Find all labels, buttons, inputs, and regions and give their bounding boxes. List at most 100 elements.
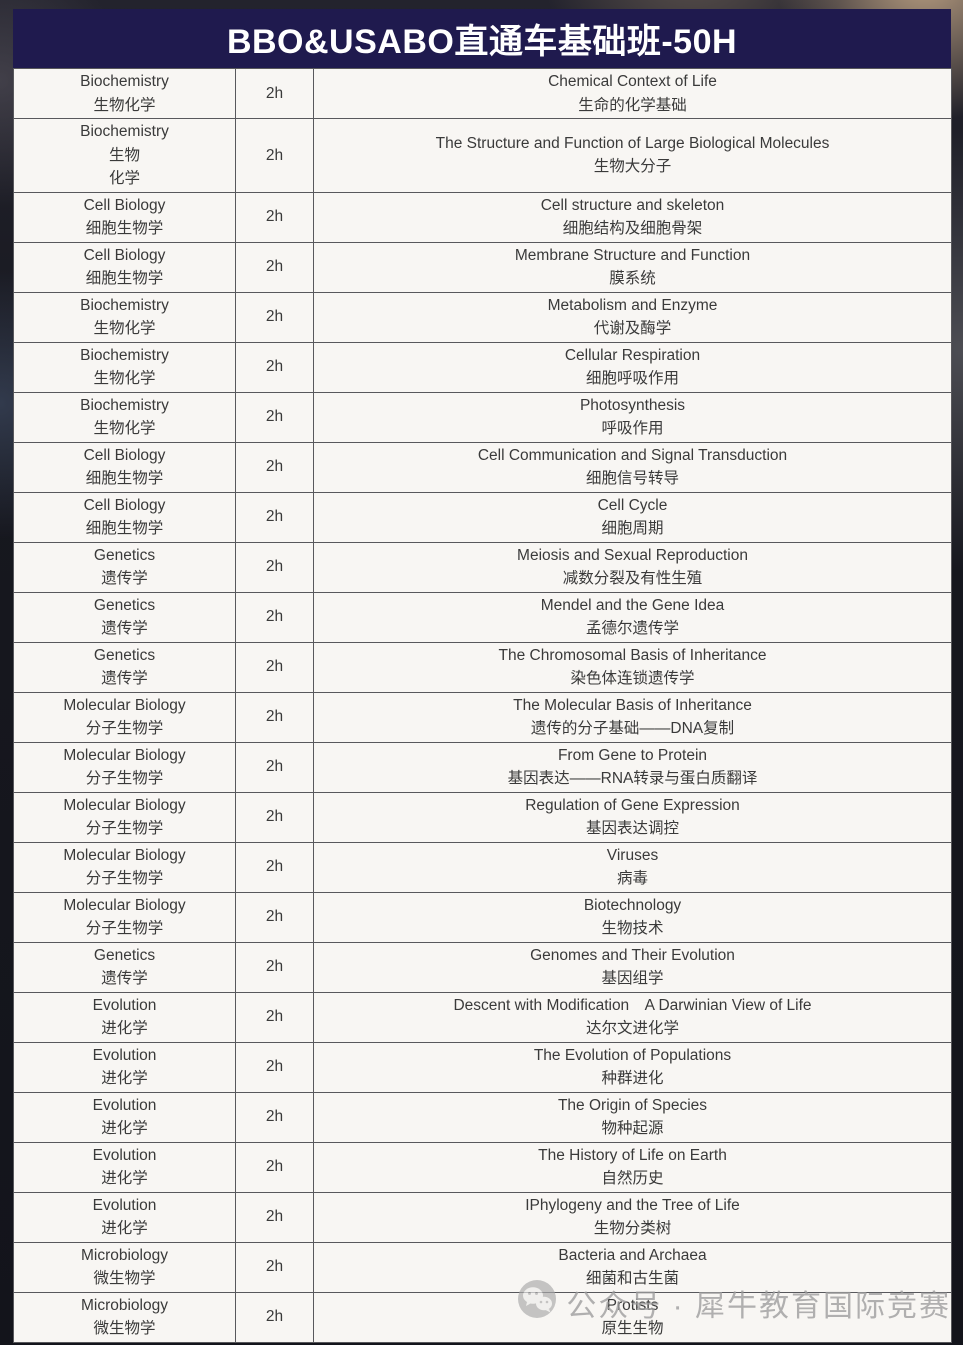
subject-cell: Evolution 进化学 <box>13 1141 236 1193</box>
hours-cell: 2h <box>235 191 314 243</box>
subject-cell: Biochemistry 生物化学 <box>13 291 236 343</box>
subject-cell: Cell Biology 细胞生物学 <box>13 491 236 543</box>
table-row: Cell Biology 细胞生物学 2h Cell Cycle 细胞周期 <box>13 491 952 543</box>
subject-cell: Evolution 进化学 <box>13 991 236 1043</box>
table-row: Genetics 遗传学 2h Meiosis and Sexual Repro… <box>13 541 952 593</box>
subject-cell: Microbiology 微生物学 <box>13 1291 236 1343</box>
topic-cell: The Chromosomal Basis of Inheritance 染色体… <box>313 641 952 693</box>
subject-cell: Genetics 遗传学 <box>13 591 236 643</box>
topic-cell: Bacteria and Archaea 细菌和古生菌 <box>313 1241 952 1293</box>
topic-cell: Cell Cycle 细胞周期 <box>313 491 952 543</box>
topic-cell: Descent with Modification A Darwinian Vi… <box>313 991 952 1043</box>
table-row: Genetics 遗传学 2h Genomes and Their Evolut… <box>13 941 952 993</box>
subject-cell: Molecular Biology 分子生物学 <box>13 841 236 893</box>
table-row: Biochemistry 生物化学 2h Metabolism and Enzy… <box>13 291 952 343</box>
subject-cell: Biochemistry 生物化学 <box>13 68 236 119</box>
topic-cell: The History of Life on Earth 自然历史 <box>313 1141 952 1193</box>
topic-cell: Mendel and the Gene Idea 孟德尔遗传学 <box>313 591 952 643</box>
hours-cell: 2h <box>235 541 314 593</box>
topic-cell: Viruses 病毒 <box>313 841 952 893</box>
subject-cell: Cell Biology 细胞生物学 <box>13 241 236 293</box>
page-title: BBO&USABO直通车基础班-50H <box>13 9 951 68</box>
hours-cell: 2h <box>235 291 314 343</box>
table-row: Cell Biology 细胞生物学 2h Cell structure and… <box>13 191 952 243</box>
hours-cell: 2h <box>235 691 314 743</box>
hours-cell: 2h <box>235 741 314 793</box>
table-row: Genetics 遗传学 2h The Chromosomal Basis of… <box>13 641 952 693</box>
table-row: Molecular Biology 分子生物学 2h Viruses 病毒 <box>13 841 952 893</box>
topic-cell: Chemical Context of Life 生命的化学基础 <box>313 68 952 119</box>
table-row: Cell Biology 细胞生物学 2h Cell Communication… <box>13 441 952 493</box>
subject-cell: Molecular Biology 分子生物学 <box>13 741 236 793</box>
table-row: Evolution 进化学 2h The Evolution of Popula… <box>13 1041 952 1093</box>
table-row: Genetics 遗传学 2h Mendel and the Gene Idea… <box>13 591 952 643</box>
topic-cell: Cellular Respiration 细胞呼吸作用 <box>313 341 952 393</box>
hours-cell: 2h <box>235 118 314 193</box>
hours-cell: 2h <box>235 241 314 293</box>
topic-cell: Genomes and Their Evolution 基因组学 <box>313 941 952 993</box>
hours-cell: 2h <box>235 941 314 993</box>
hours-cell: 2h <box>235 641 314 693</box>
subject-cell: Genetics 遗传学 <box>13 641 236 693</box>
hours-cell: 2h <box>235 1041 314 1093</box>
table-row: Cell Biology 细胞生物学 2h Membrane Structure… <box>13 241 952 293</box>
topic-cell: Cell structure and skeleton 细胞结构及细胞骨架 <box>313 191 952 243</box>
table-row: Microbiology 微生物学 2h Protists 原生生物 <box>13 1291 952 1343</box>
subject-cell: Evolution 进化学 <box>13 1191 236 1243</box>
subject-cell: Molecular Biology 分子生物学 <box>13 691 236 743</box>
topic-cell: Membrane Structure and Function 膜系统 <box>313 241 952 293</box>
subject-cell: Genetics 遗传学 <box>13 941 236 993</box>
topic-cell: Cell Communication and Signal Transducti… <box>313 441 952 493</box>
hours-cell: 2h <box>235 341 314 393</box>
topic-cell: From Gene to Protein 基因表达——RNA转录与蛋白质翻译 <box>313 741 952 793</box>
topic-cell: Biotechnology 生物技术 <box>313 891 952 943</box>
course-table-body: Biochemistry 生物化学 2h Chemical Context of… <box>13 68 952 1343</box>
subject-cell: Genetics 遗传学 <box>13 541 236 593</box>
topic-cell: The Molecular Basis of Inheritance 遗传的分子… <box>313 691 952 743</box>
topic-cell: Photosynthesis 呼吸作用 <box>313 391 952 443</box>
subject-cell: Cell Biology 细胞生物学 <box>13 191 236 243</box>
hours-cell: 2h <box>235 441 314 493</box>
table-row: Evolution 进化学 2h IPhylogeny and the Tree… <box>13 1191 952 1243</box>
hours-cell: 2h <box>235 1291 314 1343</box>
table-row: Biochemistry 生物化学 2h Cellular Respiratio… <box>13 341 952 393</box>
topic-cell: Regulation of Gene Expression 基因表达调控 <box>313 791 952 843</box>
table-row: Biochemistry 生物 化学 2h The Structure and … <box>13 118 952 193</box>
topic-cell: Meiosis and Sexual Reproduction 减数分裂及有性生… <box>313 541 952 593</box>
subject-cell: Molecular Biology 分子生物学 <box>13 791 236 843</box>
hours-cell: 2h <box>235 1241 314 1293</box>
hours-cell: 2h <box>235 1091 314 1143</box>
hours-cell: 2h <box>235 1191 314 1243</box>
topic-cell: IPhylogeny and the Tree of Life 生物分类树 <box>313 1191 952 1243</box>
subject-cell: Evolution 进化学 <box>13 1091 236 1143</box>
topic-cell: Protists 原生生物 <box>313 1291 952 1343</box>
course-schedule-card: BBO&USABO直通车基础班-50H Biochemistry 生物化学 2h… <box>13 9 952 1343</box>
table-row: Microbiology 微生物学 2h Bacteria and Archae… <box>13 1241 952 1293</box>
hours-cell: 2h <box>235 1141 314 1193</box>
hours-cell: 2h <box>235 791 314 843</box>
table-row: Molecular Biology 分子生物学 2h Regulation of… <box>13 791 952 843</box>
hours-cell: 2h <box>235 591 314 643</box>
table-row: Biochemistry 生物化学 2h Chemical Context of… <box>13 68 952 119</box>
table-row: Evolution 进化学 2h The Origin of Species 物… <box>13 1091 952 1143</box>
table-row: Molecular Biology 分子生物学 2h From Gene to … <box>13 741 952 793</box>
hours-cell: 2h <box>235 991 314 1043</box>
subject-cell: Biochemistry 生物化学 <box>13 391 236 443</box>
hours-cell: 2h <box>235 891 314 943</box>
topic-cell: The Origin of Species 物种起源 <box>313 1091 952 1143</box>
hours-cell: 2h <box>235 391 314 443</box>
topic-cell: Metabolism and Enzyme 代谢及酶学 <box>313 291 952 343</box>
topic-cell: The Evolution of Populations 种群进化 <box>313 1041 952 1093</box>
table-row: Evolution 进化学 2h The History of Life on … <box>13 1141 952 1193</box>
subject-cell: Microbiology 微生物学 <box>13 1241 236 1293</box>
subject-cell: Evolution 进化学 <box>13 1041 236 1093</box>
topic-cell: The Structure and Function of Large Biol… <box>313 118 952 193</box>
course-table: Biochemistry 生物化学 2h Chemical Context of… <box>13 68 952 1343</box>
table-row: Molecular Biology 分子生物学 2h The Molecular… <box>13 691 952 743</box>
subject-cell: Biochemistry 生物化学 <box>13 341 236 393</box>
subject-cell: Biochemistry 生物 化学 <box>13 118 236 193</box>
hours-cell: 2h <box>235 491 314 543</box>
subject-cell: Cell Biology 细胞生物学 <box>13 441 236 493</box>
subject-cell: Molecular Biology 分子生物学 <box>13 891 236 943</box>
